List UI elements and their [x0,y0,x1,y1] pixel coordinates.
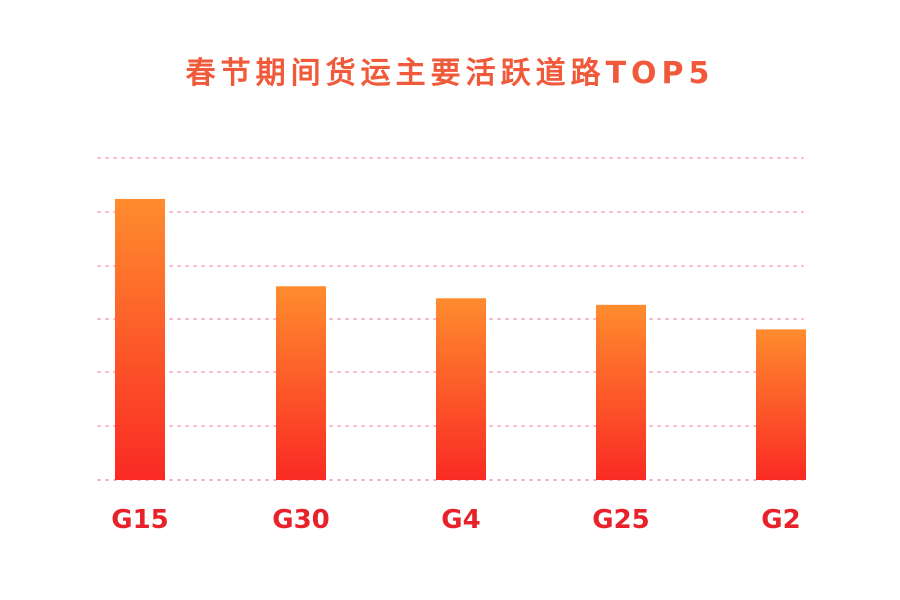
bar-g30 [276,286,326,480]
x-tick-labels: G15 G30 G4 G25 G2 [111,505,800,535]
chart-title: 春节期间货运主要活跃道路TOP5 [185,56,715,91]
x-tick-label: G30 [272,505,330,535]
bar-g2 [756,329,806,480]
bar-g15 [115,198,165,481]
bar-g4 [436,298,486,480]
bars [115,198,806,481]
x-tick-label: G25 [592,505,650,535]
x-tick-label: G4 [441,505,480,535]
x-tick-label: G15 [111,505,169,535]
x-tick-label: G2 [761,505,800,535]
bar-g25 [596,304,646,480]
